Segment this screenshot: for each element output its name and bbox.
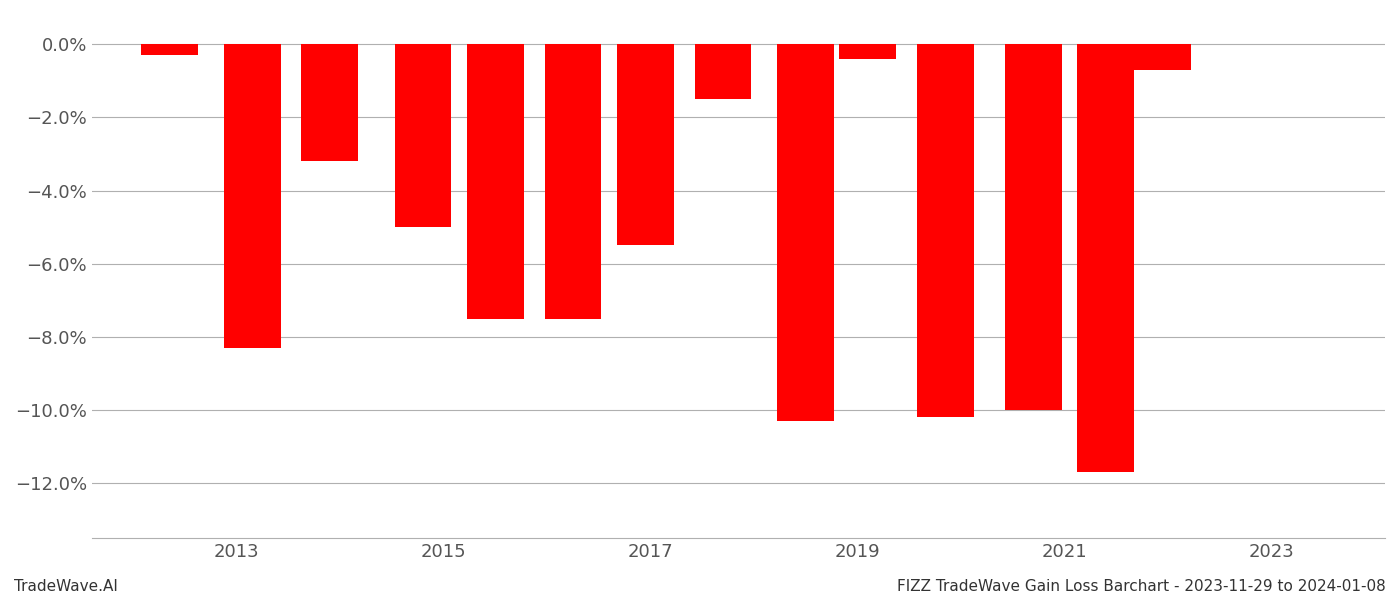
Bar bbox=[777, 44, 834, 421]
Text: FIZZ TradeWave Gain Loss Barchart - 2023-11-29 to 2024-01-08: FIZZ TradeWave Gain Loss Barchart - 2023… bbox=[897, 579, 1386, 594]
Bar bbox=[1134, 44, 1191, 70]
Bar bbox=[1077, 44, 1134, 472]
Bar bbox=[545, 44, 602, 319]
Bar bbox=[840, 44, 896, 59]
Bar bbox=[917, 44, 974, 418]
Bar bbox=[468, 44, 524, 319]
Bar bbox=[617, 44, 673, 245]
Bar bbox=[694, 44, 752, 99]
Bar bbox=[395, 44, 451, 227]
Bar bbox=[1005, 44, 1061, 410]
Bar bbox=[301, 44, 358, 161]
Text: TradeWave.AI: TradeWave.AI bbox=[14, 579, 118, 594]
Bar bbox=[224, 44, 281, 348]
Bar bbox=[141, 44, 197, 55]
